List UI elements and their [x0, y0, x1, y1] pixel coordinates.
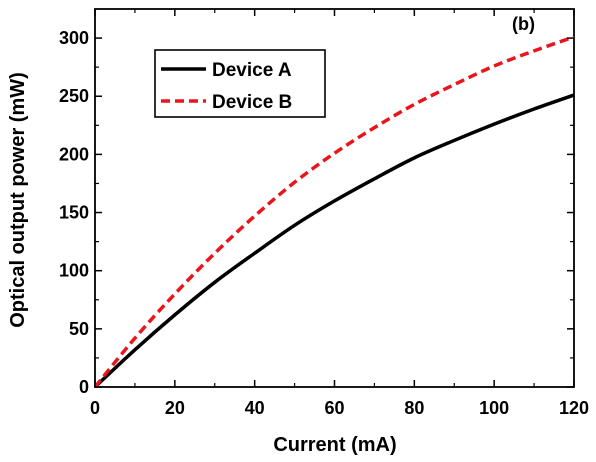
y-tick-label: 300 [59, 28, 89, 48]
legend-box [154, 49, 326, 118]
y-tick-label: 50 [69, 319, 89, 339]
legend-label-device-b: Device B [212, 92, 292, 113]
series-layer [93, 35, 575, 389]
panel-label: (b) [512, 14, 535, 34]
y-tick-label: 100 [59, 261, 89, 281]
x-tick-label: 80 [404, 398, 424, 418]
x-tick-label: 40 [245, 398, 265, 418]
y-axis: 0 50 100 150 200 250 300 [59, 28, 574, 397]
x-tick-label: 120 [559, 398, 589, 418]
x-tick-label: 60 [324, 398, 344, 418]
series-line-device-b [93, 35, 575, 389]
x-tick-label: 20 [165, 398, 185, 418]
x-tick-label: 100 [479, 398, 509, 418]
legend: Device A Device B [154, 49, 326, 118]
x-axis-title: Current (mA) [273, 434, 396, 456]
x-tick-label: 0 [90, 398, 100, 418]
y-axis-title: Optical output power (mW) [7, 72, 29, 328]
y-tick-label: 0 [79, 377, 89, 397]
y-tick-label: 250 [59, 86, 89, 106]
y-tick-label: 200 [59, 144, 89, 164]
series-line-device-a [93, 93, 575, 389]
legend-label-device-a: Device A [212, 60, 292, 81]
y-tick-label: 150 [59, 203, 89, 223]
x-axis: 0 20 40 60 80 100 120 [90, 9, 589, 418]
